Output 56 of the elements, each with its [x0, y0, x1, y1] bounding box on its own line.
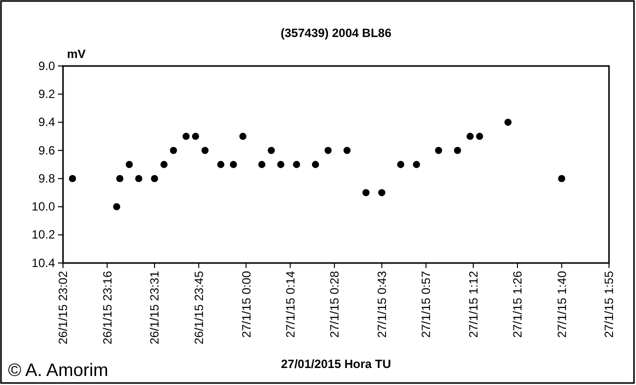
point — [135, 175, 142, 182]
point — [504, 118, 512, 126]
x-tick-label: 27/1/15 0:00 — [239, 270, 254, 338]
x-tick-label: 27/1/15 1:12 — [466, 270, 480, 338]
point — [476, 132, 484, 140]
y-tick-label: 10.2 — [32, 228, 56, 242]
point — [116, 175, 124, 182]
chart-title: (357439) 2004 BL86 — [280, 26, 392, 40]
point — [454, 146, 462, 154]
point — [68, 175, 76, 182]
x-tick-label: 27/1/15 0:57 — [419, 270, 434, 338]
point — [182, 132, 190, 140]
point — [126, 160, 133, 168]
point — [277, 160, 284, 168]
y-tick-label: 9.6 — [38, 143, 56, 158]
point — [201, 146, 209, 154]
point — [397, 160, 404, 168]
x-tick-label: 27/1/15 0:43 — [374, 270, 389, 338]
y-tick-label: 9.2 — [38, 86, 56, 101]
x-tick-label: 26/1/15 23:31 — [148, 270, 162, 344]
point — [160, 160, 168, 168]
point — [113, 203, 120, 210]
point — [378, 189, 386, 196]
x-axis-title: 27/01/2015 Hora TU — [280, 357, 392, 371]
point — [230, 160, 237, 168]
x-tick-label: 26/1/15 23:45 — [192, 270, 206, 344]
point — [312, 160, 320, 168]
point — [412, 160, 420, 168]
point — [217, 160, 224, 168]
point — [192, 132, 200, 140]
point — [558, 175, 566, 182]
point — [362, 189, 370, 196]
point — [466, 132, 474, 140]
point — [324, 146, 332, 154]
x-tick-label: 27/1/15 0:14 — [283, 270, 298, 338]
point — [170, 146, 178, 154]
y-tick-label: 10.0 — [32, 200, 56, 214]
y-tick-label: 9.8 — [38, 171, 56, 186]
y-axis-title: mV — [67, 47, 86, 61]
point — [268, 146, 275, 154]
point — [239, 132, 246, 140]
x-tick-label: 26/1/15 23:16 — [100, 270, 114, 344]
point — [258, 160, 266, 168]
x-tick-label: 27/1/15 0:28 — [328, 270, 342, 338]
x-tick-label: 27/1/15 1:55 — [602, 270, 616, 338]
point — [343, 146, 351, 154]
y-tick-label: 9.0 — [38, 58, 56, 73]
y-tick-label: 9.4 — [38, 115, 56, 130]
point — [150, 175, 158, 182]
x-tick-label: 26/1/15 23:02 — [56, 270, 70, 344]
x-tick-label: 27/1/15 1:26 — [510, 270, 525, 338]
x-tick-label: 27/1/15 1:40 — [554, 270, 569, 338]
text: © A. Amorim — [8, 360, 108, 380]
point — [292, 160, 300, 168]
y-tick-label: 10.4 — [32, 256, 56, 270]
point — [435, 146, 442, 154]
